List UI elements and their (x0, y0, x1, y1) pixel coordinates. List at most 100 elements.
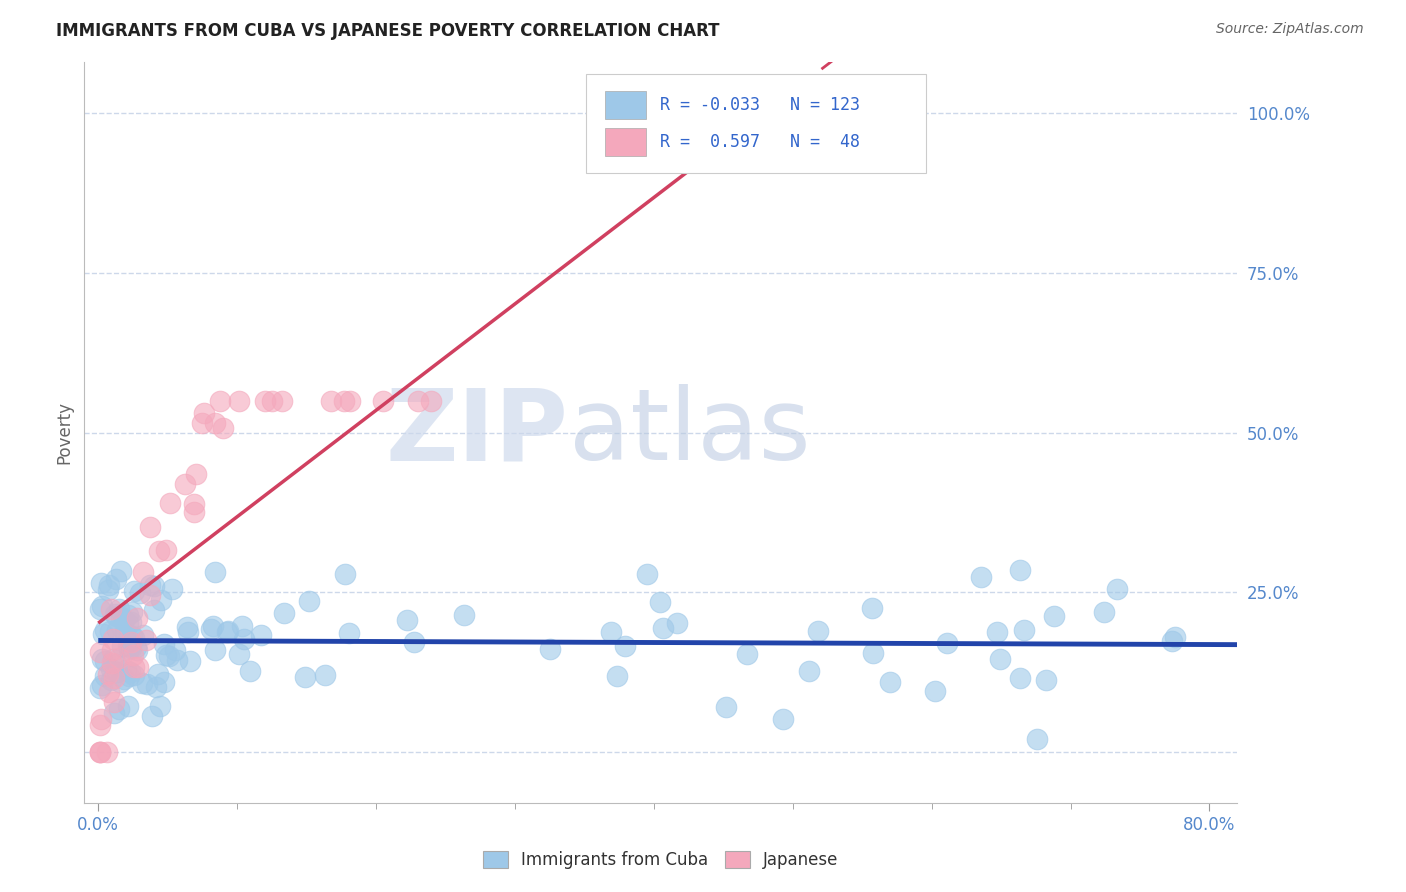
Point (125, 640, 148, 654)
Point (136, 677, 159, 691)
Point (108, 602, 131, 616)
Point (89, 718, 111, 732)
Point (665, 615, 688, 630)
Point (110, 639, 132, 653)
Point (636, 567, 658, 582)
Point (176, 620, 198, 634)
Point (121, 606, 143, 620)
Point (141, 708, 163, 723)
Text: R =  0.597   N =  48: R = 0.597 N = 48 (659, 134, 859, 152)
Point (131, 676, 153, 690)
Point (149, 593, 172, 607)
Point (90, 712, 112, 726)
Point (155, 542, 177, 557)
Point (112, 673, 135, 687)
Point (314, 667, 336, 681)
Point (149, 699, 172, 714)
Point (122, 584, 145, 599)
Point (652, 621, 675, 635)
Point (110, 564, 132, 578)
Point (101, 632, 124, 646)
Point (105, 665, 128, 680)
Point (217, 624, 239, 638)
Point (89, 745, 111, 759)
Point (139, 588, 162, 602)
Point (1092, 605, 1115, 619)
Point (96, 745, 118, 759)
Point (614, 106, 637, 120)
Point (142, 579, 165, 593)
Point (145, 680, 167, 694)
Text: ZIP: ZIP (385, 384, 568, 481)
Point (153, 636, 176, 650)
Point (250, 628, 273, 642)
Point (294, 671, 316, 685)
Point (89, 645, 111, 659)
Point (117, 607, 139, 622)
Point (114, 627, 136, 641)
Point (118, 665, 141, 679)
Point (970, 570, 993, 584)
Point (319, 393, 342, 408)
Point (107, 702, 129, 716)
FancyBboxPatch shape (586, 73, 927, 173)
Point (132, 628, 155, 642)
Point (100, 663, 122, 677)
Point (160, 582, 183, 597)
Point (204, 416, 226, 430)
Point (650, 595, 672, 609)
Point (159, 496, 181, 510)
Point (110, 610, 132, 624)
Point (89, 745, 111, 759)
Point (408, 393, 430, 408)
Point (89, 681, 111, 695)
Point (614, 639, 637, 653)
Point (1043, 609, 1066, 624)
Point (1035, 673, 1057, 688)
Point (606, 669, 628, 683)
Point (117, 640, 139, 654)
Point (121, 648, 143, 662)
Point (155, 648, 177, 663)
Point (121, 629, 143, 643)
Point (986, 624, 1008, 639)
Point (212, 420, 235, 434)
Point (89, 601, 111, 615)
Point (104, 657, 127, 671)
Point (105, 609, 128, 624)
Point (174, 477, 197, 491)
Point (90, 575, 112, 590)
Point (110, 674, 132, 689)
Point (204, 642, 226, 657)
Point (339, 393, 361, 408)
Point (215, 625, 238, 640)
Point (165, 642, 187, 657)
Point (228, 647, 250, 661)
Point (419, 393, 441, 408)
Point (1161, 633, 1184, 648)
Point (209, 393, 232, 408)
Point (190, 416, 212, 430)
Point (98, 578, 121, 592)
Point (115, 663, 138, 677)
Point (862, 646, 884, 660)
Point (101, 643, 124, 657)
Point (177, 624, 200, 639)
Point (253, 393, 276, 408)
Point (100, 656, 122, 670)
Point (103, 695, 125, 709)
Point (148, 543, 170, 558)
Point (238, 664, 260, 678)
Point (228, 393, 250, 408)
Point (122, 659, 145, 673)
Point (186, 467, 208, 482)
Point (105, 623, 128, 637)
Point (200, 622, 222, 636)
Point (166, 653, 188, 667)
Point (97, 685, 120, 699)
Point (860, 601, 883, 615)
Point (120, 634, 142, 648)
Point (100, 673, 122, 687)
Point (120, 615, 142, 630)
Point (117, 615, 139, 630)
